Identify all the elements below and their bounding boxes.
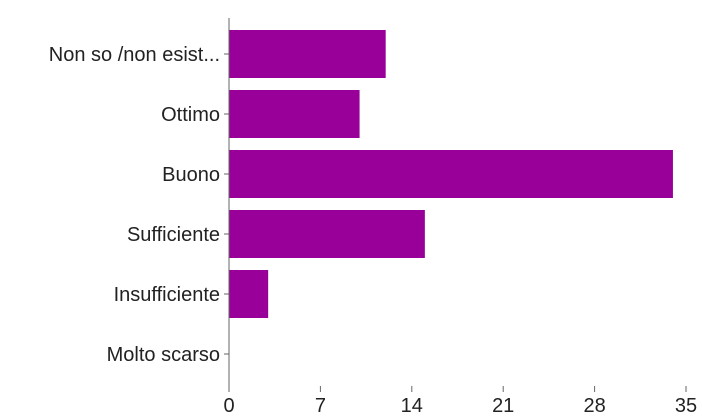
x-tick-label: 21 [492, 395, 514, 417]
category-label: Ottimo [161, 104, 220, 126]
category-label: Buono [162, 164, 220, 186]
bar [229, 210, 425, 258]
x-axis: 0 7 14 21 28 35 [223, 386, 697, 417]
x-tick-label: 28 [583, 395, 605, 417]
category-label: Non so /non esist... [49, 44, 220, 66]
x-tick-label: 35 [675, 395, 697, 417]
bar [229, 270, 269, 318]
bar [229, 150, 673, 198]
x-tick-label: 14 [401, 395, 423, 417]
y-axis: Non so /non esist... Ottimo Buono Sufficien… [49, 18, 230, 386]
bar [229, 30, 386, 78]
bars-group [229, 30, 673, 318]
bar [229, 90, 360, 138]
category-label: Sufficiente [127, 224, 220, 246]
x-tick-label: 7 [315, 395, 326, 417]
category-label: Insufficiente [114, 284, 220, 306]
x-tick-label: 0 [223, 395, 234, 417]
category-label: Molto scarso [107, 344, 220, 366]
